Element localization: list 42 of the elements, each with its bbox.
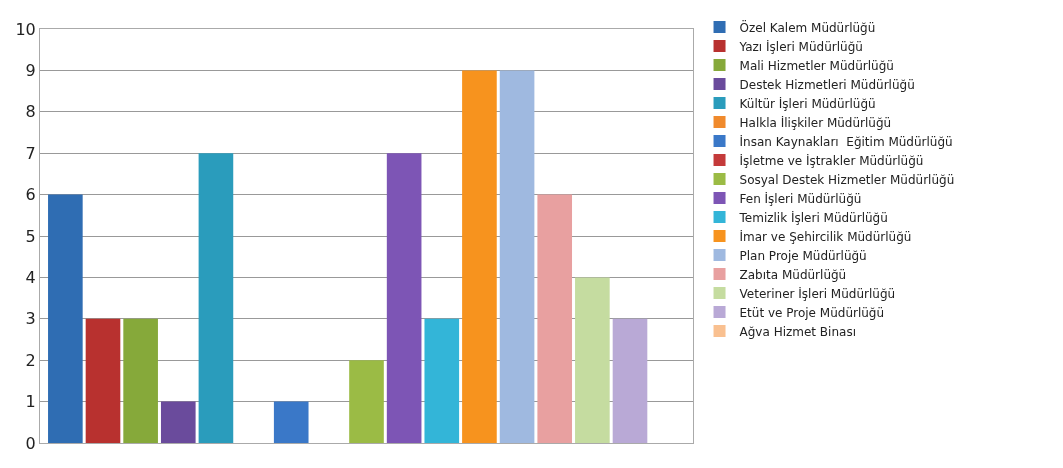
legend-label: Zabıta Müdürlüğü (739, 267, 847, 282)
legend-label: Mali Hizmetler Müdürlüğü (739, 58, 894, 73)
legend-label: Temizlik İşleri Müdürlüğü (738, 209, 888, 225)
bar (612, 318, 648, 443)
y-tick-label: 10 (15, 19, 36, 39)
bar (349, 360, 384, 443)
bar (198, 153, 234, 443)
legend-label: Ağva Hizmet Binası (739, 324, 856, 339)
legend-label: Sosyal Destek Hizmetler Müdürlüğü (739, 172, 955, 187)
legend-label: Halkla İlişkiler Müdürlüğü (739, 114, 892, 130)
y-tick-label: 2 (25, 350, 36, 370)
bar (424, 318, 460, 443)
bar (160, 401, 196, 443)
legend-label: Yazı İşleri Müdürlüğü (738, 38, 863, 54)
bar (499, 70, 535, 443)
legend-label: İmar ve Şehircilik Müdürlüğü (739, 228, 912, 244)
y-tick-label: 9 (25, 61, 36, 80)
bar (123, 318, 158, 443)
legend-label: Veteriner İşleri Müdürlüğü (739, 285, 896, 301)
legend-label: Etüt ve Proje Müdürlüğü (739, 305, 885, 320)
y-tick-label: 3 (25, 309, 36, 329)
legend-label: İşletme ve İştrakler Müdürlüğü (739, 152, 924, 168)
legend-label: Destek Hizmetleri Müdürlüğü (739, 77, 915, 92)
y-tick-label: 0 (25, 433, 36, 453)
legend-label: Plan Proje Müdürlüğü (739, 248, 867, 263)
y-tick-label: 5 (25, 226, 36, 246)
bar (575, 277, 610, 443)
y-tick-label: 8 (25, 102, 36, 122)
y-tick-label: 7 (25, 143, 36, 163)
bar (85, 318, 121, 443)
bar (386, 153, 422, 443)
y-tick-label: 4 (25, 268, 36, 287)
legend-label: İnsan Kaynakları Eğitim Müdürlüğü (739, 133, 953, 149)
legend-label: Fen İşleri Müdürlüğü (739, 190, 862, 206)
legend-label: Kültür İşleri Müdürlüğü (739, 95, 876, 111)
bar (273, 401, 309, 443)
bar (462, 70, 497, 443)
legend-label: Özel Kalem Müdürlüğü (739, 18, 876, 35)
y-tick-label: 6 (25, 185, 36, 205)
bar (537, 194, 573, 443)
bar (48, 194, 83, 443)
y-tick-label: 1 (25, 392, 36, 412)
